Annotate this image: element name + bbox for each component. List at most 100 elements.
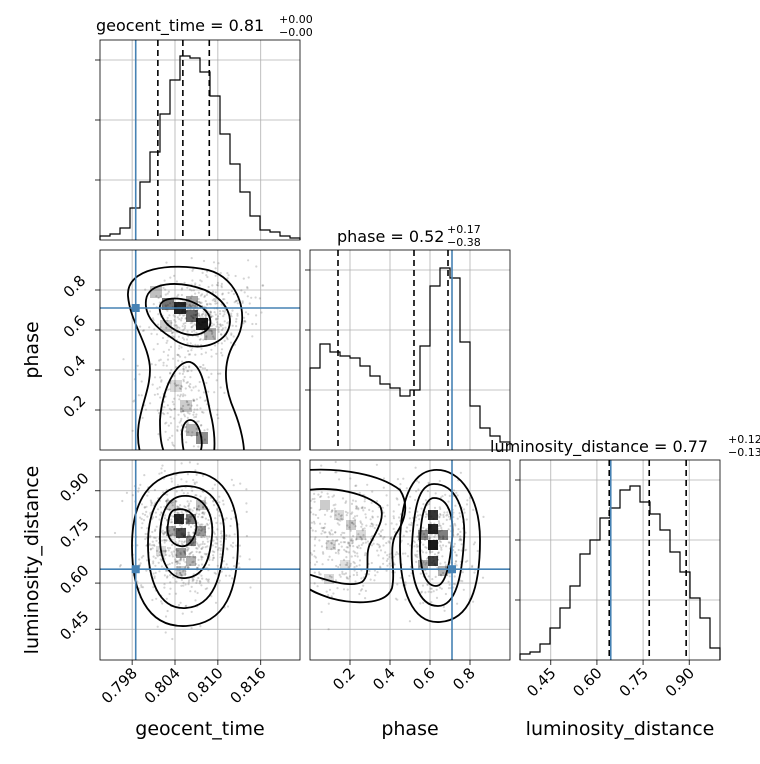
sample-point bbox=[430, 587, 433, 590]
sample-point bbox=[444, 561, 447, 564]
sample-point bbox=[464, 560, 467, 564]
sample-point bbox=[283, 514, 285, 516]
sample-point bbox=[343, 541, 347, 544]
sample-point bbox=[440, 548, 443, 551]
sample-point bbox=[379, 565, 382, 568]
density-cell bbox=[176, 566, 186, 576]
sample-point bbox=[188, 461, 191, 464]
sample-point bbox=[442, 605, 445, 609]
sample-point bbox=[170, 477, 173, 480]
sample-point bbox=[331, 539, 334, 542]
sample-point bbox=[359, 547, 362, 550]
sample-point bbox=[226, 338, 229, 341]
sample-point bbox=[335, 564, 338, 568]
sample-point bbox=[184, 583, 187, 586]
sample-point bbox=[395, 497, 398, 500]
sample-point bbox=[404, 581, 407, 584]
sample-point bbox=[376, 515, 379, 518]
sample-point bbox=[216, 507, 219, 510]
sample-point bbox=[395, 523, 398, 526]
sample-point bbox=[192, 531, 195, 534]
sample-point bbox=[204, 338, 208, 341]
sample-point bbox=[199, 535, 203, 539]
sample-point bbox=[385, 559, 388, 563]
sample-point bbox=[188, 303, 192, 306]
sample-point bbox=[346, 546, 350, 549]
sample-point bbox=[140, 503, 144, 506]
sample-point bbox=[162, 532, 165, 535]
sample-point bbox=[220, 351, 223, 354]
sample-point bbox=[358, 559, 362, 562]
sample-point bbox=[211, 544, 214, 547]
sample-point bbox=[150, 332, 153, 335]
sample-point bbox=[329, 533, 332, 536]
sample-point bbox=[214, 274, 217, 277]
sample-point bbox=[190, 294, 193, 297]
sample-point bbox=[209, 303, 212, 306]
sample-point bbox=[344, 550, 347, 553]
sample-point bbox=[177, 384, 180, 387]
sample-point bbox=[459, 579, 462, 582]
sample-point bbox=[433, 535, 436, 539]
sample-point bbox=[314, 536, 317, 539]
sample-point bbox=[347, 542, 350, 545]
sample-point bbox=[156, 508, 160, 511]
sample-point bbox=[220, 532, 223, 535]
sample-point bbox=[171, 525, 174, 529]
density-cell bbox=[186, 514, 196, 524]
sample-point bbox=[200, 280, 203, 283]
density-cell bbox=[204, 328, 216, 340]
sample-point bbox=[214, 601, 218, 604]
sample-point bbox=[204, 300, 207, 303]
sample-point bbox=[186, 565, 189, 568]
sample-point bbox=[220, 286, 223, 289]
sample-point bbox=[456, 533, 459, 537]
y-tick-label: 0.6 bbox=[60, 312, 90, 342]
sample-point bbox=[210, 329, 213, 332]
sample-point bbox=[182, 368, 185, 371]
sample-point bbox=[356, 552, 359, 555]
sample-point bbox=[175, 562, 179, 566]
sample-point bbox=[433, 553, 437, 556]
sample-point bbox=[320, 610, 323, 614]
sample-point bbox=[310, 499, 312, 502]
sample-point bbox=[352, 499, 355, 502]
sample-point bbox=[198, 380, 201, 384]
sample-point bbox=[172, 357, 175, 360]
sample-point bbox=[206, 545, 209, 548]
sample-point bbox=[404, 530, 408, 533]
sample-point bbox=[152, 572, 155, 575]
sample-point bbox=[168, 407, 171, 410]
sample-point bbox=[171, 504, 174, 507]
sample-point bbox=[216, 564, 219, 567]
sample-point bbox=[196, 462, 199, 465]
sample-point bbox=[203, 295, 206, 299]
sample-point bbox=[171, 533, 174, 536]
sample-point bbox=[458, 539, 461, 542]
sample-point bbox=[180, 526, 183, 529]
sample-point bbox=[176, 325, 179, 329]
sample-point bbox=[169, 587, 172, 590]
sample-point bbox=[178, 559, 181, 562]
sample-point bbox=[169, 534, 172, 537]
sample-point bbox=[180, 411, 183, 414]
sample-point bbox=[425, 561, 428, 565]
sample-point bbox=[192, 445, 195, 448]
x-tick-label: 0.810 bbox=[184, 664, 227, 707]
density-cell bbox=[186, 556, 196, 566]
sample-point bbox=[233, 565, 236, 568]
sample-point bbox=[459, 530, 462, 534]
sample-point bbox=[202, 363, 205, 367]
sample-point bbox=[176, 316, 179, 319]
panel-frame bbox=[99, 459, 301, 661]
sample-point bbox=[220, 543, 223, 546]
density-cell bbox=[340, 560, 350, 570]
sample-point bbox=[440, 574, 443, 577]
sample-point bbox=[328, 532, 331, 535]
sample-point bbox=[294, 551, 296, 553]
sample-point bbox=[459, 471, 462, 474]
sample-point bbox=[217, 581, 220, 584]
sample-point bbox=[148, 310, 151, 313]
sample-point bbox=[193, 323, 196, 326]
sample-point bbox=[187, 566, 190, 569]
